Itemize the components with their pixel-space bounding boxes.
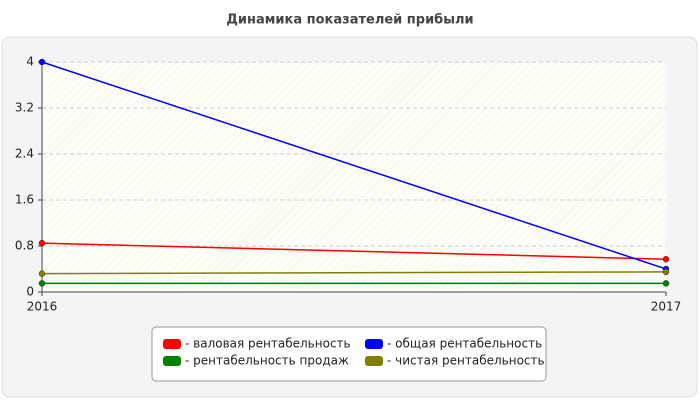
y-tick-label: 3.2 [15, 101, 34, 115]
y-tick-label: 1.6 [15, 193, 34, 207]
x-tick-label: 2016 [27, 300, 58, 314]
point [662, 255, 670, 263]
series-line [41, 61, 667, 270]
series-line [41, 242, 667, 260]
legend-label: - рентабельность продаж [185, 354, 349, 368]
point [38, 280, 46, 287]
y-tick-label: 4 [26, 55, 34, 69]
x-tick-label: 2017 [651, 300, 682, 314]
y-tick-label: 0 [26, 285, 34, 299]
point [38, 270, 46, 277]
point [38, 239, 46, 247]
legend-swatch [163, 356, 181, 366]
legend-swatch [163, 339, 181, 349]
chart-title: Динамика показателей прибыли [226, 13, 473, 28]
point [662, 268, 670, 276]
legend-label: - общая рентабельность [387, 337, 542, 351]
legend-label: - валовая рентабельность [185, 337, 351, 351]
legend-box [151, 326, 547, 382]
legend-swatch [365, 356, 383, 366]
legend-swatch [365, 339, 383, 349]
point [662, 280, 670, 287]
y-tick-label: 2.4 [15, 147, 34, 161]
point [38, 58, 46, 66]
plot-area [42, 62, 666, 292]
y-tick-label: 0.8 [15, 239, 34, 253]
legend-label: - чистая рентабельность [387, 354, 545, 368]
series-line [41, 271, 667, 275]
